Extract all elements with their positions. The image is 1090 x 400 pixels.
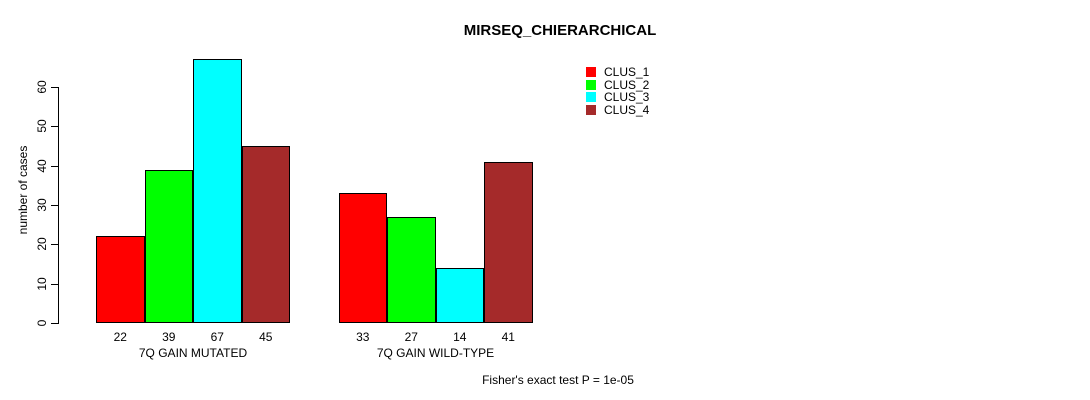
bar-clus_1 (96, 236, 145, 323)
bar-clus_3 (435, 267, 484, 323)
y-axis-tick-label: 10 (35, 276, 49, 291)
legend-label: CLUS_4 (604, 103, 650, 118)
bar-value-label: 67 (210, 330, 224, 344)
y-axis-tick-label: 20 (35, 237, 49, 252)
x-group-label: 7Q GAIN MUTATED (138, 346, 248, 360)
bar-value-label: 41 (501, 330, 515, 344)
legend-item: CLUS_2 (586, 77, 650, 92)
bar-value-label: 14 (453, 330, 467, 344)
y-axis-tick (51, 87, 58, 88)
bar-clus_1 (338, 193, 387, 323)
y-axis-tick-label: 60 (35, 80, 49, 94)
bar-clus_2 (144, 169, 193, 323)
y-axis-tick (51, 244, 58, 246)
bar-clus_4 (484, 161, 533, 323)
bar-value-label: 39 (162, 330, 176, 344)
bar-value-label: 33 (356, 330, 370, 344)
y-axis-line (58, 87, 59, 324)
bar-clus_4 (241, 146, 290, 323)
chart-title: MIRSEQ_CHIERARCHICAL (463, 22, 657, 39)
legend-label: CLUS_2 (604, 77, 650, 92)
legend-swatch (586, 79, 596, 90)
legend-item: CLUS_3 (586, 90, 650, 105)
y-axis-tick-label: 30 (35, 198, 49, 212)
legend-swatch (586, 105, 596, 116)
y-axis-tick-label: 40 (35, 158, 49, 173)
legend-label: CLUS_3 (604, 90, 650, 105)
y-axis-tick (51, 165, 58, 167)
y-axis-tick-label: 50 (35, 119, 49, 134)
y-axis-tick (51, 126, 58, 128)
y-axis-label: number of cases (16, 145, 30, 235)
x-group-label: 7Q GAIN WILD-TYPE (376, 346, 495, 360)
legend-label: CLUS_1 (604, 65, 650, 79)
footnote-fisher-test: Fisher's exact test P = 1e-05 (482, 373, 634, 387)
y-axis-tick (51, 205, 58, 206)
bar-clus_2 (387, 216, 436, 323)
y-axis-tick-label: 0 (35, 319, 49, 327)
y-axis-tick (51, 283, 58, 285)
bar-value-label: 22 (113, 330, 127, 344)
y-axis-tick (51, 323, 58, 324)
legend-swatch (586, 92, 596, 103)
legend-item: CLUS_1 (586, 65, 650, 79)
bar-clus_3 (193, 59, 242, 323)
bar-value-label: 45 (259, 330, 273, 344)
bar-value-label: 27 (404, 330, 418, 344)
legend-swatch (586, 67, 596, 77)
legend-item: CLUS_4 (586, 103, 650, 118)
